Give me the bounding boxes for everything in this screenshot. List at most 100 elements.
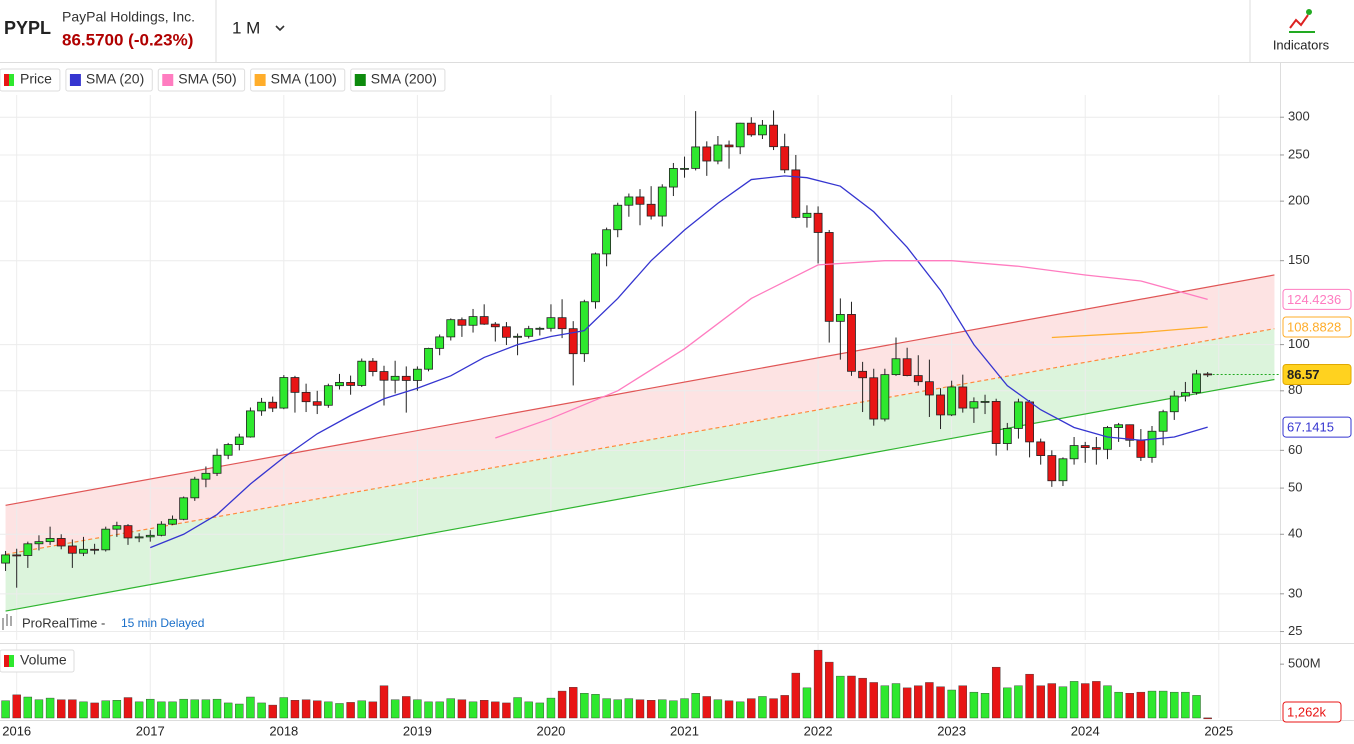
candle-body [980, 401, 990, 403]
volume-bar [313, 700, 322, 719]
volume-bar [12, 694, 21, 719]
candle-body [891, 358, 901, 376]
legend-swatch [9, 74, 14, 86]
volume-bar [368, 701, 378, 719]
candle-body [936, 394, 945, 416]
period[interactable]: 1 M [232, 18, 260, 37]
volume-bar [90, 702, 99, 719]
company: PayPal Holdings, Inc. [62, 9, 195, 25]
candle-body [357, 360, 367, 386]
legend-label: Price [20, 71, 52, 87]
volume-bar [413, 699, 422, 719]
channel-fill [5, 328, 1275, 612]
x-tick-label: 2023 [937, 723, 966, 738]
volume-bar [402, 696, 411, 719]
candle-body [835, 314, 845, 322]
symbol: PYPL [4, 18, 51, 38]
candle-body [702, 146, 712, 162]
volume-bar [1192, 695, 1201, 719]
volume-bar [235, 703, 244, 719]
candle-body [568, 328, 578, 355]
candle-body [23, 543, 33, 556]
candle-body [379, 371, 389, 381]
candle-body [579, 301, 589, 355]
volume-bar [134, 701, 144, 719]
volume-bar [969, 691, 979, 719]
candle-body [457, 319, 467, 326]
legend-swatch [69, 74, 81, 86]
volume-bar [980, 693, 990, 719]
legend-item: SMA (50) [157, 68, 246, 92]
value-label: 108.8828 [1287, 319, 1341, 334]
volume-bar [468, 701, 478, 719]
volume-bar [869, 682, 878, 719]
indicators-button[interactable]: Indicators [1273, 9, 1330, 52]
volume-bar [123, 697, 133, 719]
candle-body [635, 196, 645, 205]
candle-body [323, 385, 333, 406]
value-label: 124.4236 [1287, 292, 1341, 307]
volume-bar [457, 699, 467, 719]
volume-bar [1170, 691, 1179, 719]
candle-body [791, 169, 801, 218]
volume-bar [446, 698, 455, 719]
candle-body [279, 377, 289, 409]
volume-bar [602, 698, 611, 719]
candle-body [1203, 373, 1213, 376]
legend-item: SMA (100) [250, 68, 346, 92]
candle-body [412, 368, 422, 381]
volume-bar [914, 685, 923, 719]
legend-item: Price [0, 68, 61, 92]
volume-bar [902, 687, 912, 719]
indicators-icon[interactable] [1289, 14, 1309, 29]
volume-bar [936, 686, 945, 719]
volume-bar [1036, 685, 1045, 719]
indicators-icon[interactable] [1306, 9, 1312, 15]
volume-bar [68, 699, 77, 719]
candle-body [446, 319, 456, 338]
candle-body [223, 444, 233, 456]
chevron[interactable] [275, 25, 285, 32]
x-tick-label: 2019 [403, 723, 432, 738]
y-tick-label: 80 [1288, 382, 1302, 397]
candle-body [624, 196, 634, 206]
candle-body [123, 525, 133, 539]
volume-bar [624, 698, 634, 719]
volume-bar [669, 700, 678, 719]
candle-body [902, 358, 912, 376]
candle-body [34, 541, 44, 545]
candle-body [535, 327, 545, 330]
candle-body [691, 146, 701, 169]
volume-bar [23, 696, 33, 719]
volume-bar [279, 697, 289, 719]
candle-body [524, 328, 534, 337]
volume-bar [346, 702, 355, 719]
value-label-box [1282, 363, 1352, 385]
candle-body [1002, 428, 1012, 444]
legend-item: SMA (200) [350, 68, 446, 92]
volume-title: Volume [20, 652, 67, 668]
volume-bar [1047, 683, 1057, 719]
candle-body [724, 144, 734, 148]
candle-body [1103, 427, 1112, 450]
volume-bar [212, 698, 222, 719]
sma-line [1051, 326, 1208, 339]
legend-swatch [162, 74, 174, 86]
candle-body [602, 229, 612, 255]
volume-bar [813, 649, 823, 719]
volume-bar [724, 700, 734, 719]
legend-item: SMA (20) [65, 68, 153, 92]
sma-line [495, 260, 1208, 439]
value-label-box [1282, 701, 1342, 723]
indicators-label[interactable]: Indicators [1273, 37, 1330, 52]
volume-bar [1158, 690, 1168, 719]
candle-body [746, 122, 756, 136]
volume-bar [1, 700, 10, 719]
volume-bar [424, 701, 433, 719]
period-selector[interactable]: 1 M [232, 18, 285, 37]
candle-body [502, 326, 511, 338]
candle-body [468, 316, 478, 326]
volume-bar [335, 703, 344, 719]
volume-bar [157, 701, 166, 719]
